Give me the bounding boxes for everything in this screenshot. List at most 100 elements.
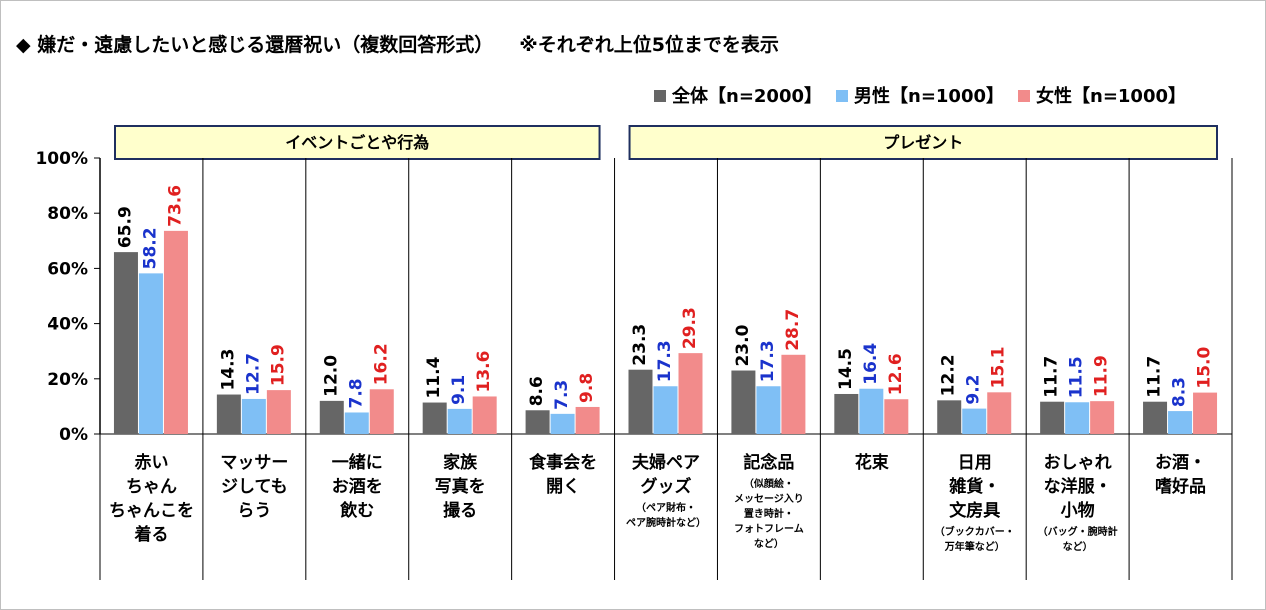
legend-item-male: 男性【n=1000】 bbox=[836, 82, 1004, 108]
data-label-1-2: 7.8 bbox=[346, 378, 366, 408]
title-note: ※それぞれ上位5位までを表示 bbox=[519, 34, 779, 56]
group-header-label-1: プレゼント bbox=[883, 133, 963, 152]
bar-2-4 bbox=[575, 406, 600, 434]
category-label-1-0: マッサー bbox=[220, 453, 288, 473]
data-label-0-6: 23.0 bbox=[733, 324, 753, 366]
category-sublabel-6-1: メッセージ入り bbox=[734, 493, 804, 505]
category-label-1-1: ジしても bbox=[221, 477, 288, 497]
category-label-0-2: ちゃんこを bbox=[109, 501, 194, 521]
y-tick-label-2: 40% bbox=[47, 315, 88, 335]
category-label-2-1: お酒を bbox=[332, 476, 383, 497]
bar-2-9 bbox=[1090, 401, 1115, 434]
category-label-3-2: 撮る bbox=[443, 500, 477, 521]
category-label-10-0: お酒・ bbox=[1155, 452, 1206, 473]
legend: 全体【n=2000】 男性【n=1000】 女性【n=1000】 bbox=[654, 82, 1200, 108]
bar-1-10 bbox=[1168, 411, 1193, 434]
data-label-2-0: 73.6 bbox=[165, 185, 185, 227]
bar-1-9 bbox=[1065, 402, 1090, 434]
data-label-1-4: 7.3 bbox=[552, 380, 572, 410]
category-label-8-0: 日用 bbox=[958, 453, 992, 473]
bar-2-1 bbox=[266, 390, 291, 434]
category-sublabel-9-0: （バッグ・腕時計 bbox=[1038, 525, 1118, 538]
bar-0-7 bbox=[834, 393, 859, 434]
legend-label-female: 女性【n=1000】 bbox=[1036, 86, 1186, 107]
category-sublabel-5-0: （ペア財布・ bbox=[636, 501, 696, 514]
data-label-2-5: 29.3 bbox=[680, 307, 700, 349]
data-label-0-0: 65.9 bbox=[115, 206, 135, 248]
data-label-2-10: 15.0 bbox=[1195, 346, 1215, 388]
data-label-2-3: 13.6 bbox=[474, 351, 494, 393]
category-label-3-1: 写真を bbox=[435, 476, 486, 497]
data-label-2-1: 15.9 bbox=[268, 344, 288, 386]
bar-0-0 bbox=[113, 252, 138, 434]
bar-1-2 bbox=[344, 412, 369, 434]
bar-0-5 bbox=[628, 369, 653, 434]
y-tick-label-5: 100% bbox=[35, 149, 88, 169]
category-label-5-0: 夫婦ペア bbox=[632, 452, 700, 473]
bar-1-8 bbox=[962, 408, 987, 434]
bar-1-1 bbox=[241, 398, 266, 434]
data-label-1-7: 16.4 bbox=[861, 343, 881, 385]
category-sublabel-6-0: （似顔絵・ bbox=[744, 477, 794, 490]
category-label-7-0: 花束 bbox=[855, 452, 889, 473]
category-sublabel-6-4: など） bbox=[754, 537, 784, 550]
bar-0-4 bbox=[525, 410, 550, 434]
bar-2-8 bbox=[987, 392, 1012, 434]
data-label-1-3: 9.1 bbox=[449, 375, 469, 405]
category-label-2-0: 一緒に bbox=[332, 452, 383, 473]
group-header-label-0: イベントごとや行為 bbox=[285, 133, 429, 152]
group-header-box-0 bbox=[114, 125, 601, 160]
y-tick-label-3: 60% bbox=[47, 259, 88, 279]
category-label-9-0: おしゃれ bbox=[1044, 453, 1112, 473]
legend-item-all: 全体【n=2000】 bbox=[654, 82, 822, 108]
category-label-3-0: 家族 bbox=[443, 452, 478, 473]
data-label-0-8: 12.2 bbox=[939, 354, 959, 396]
data-label-2-4: 9.8 bbox=[577, 373, 597, 403]
category-sublabel-6-3: フォトフレーム bbox=[734, 523, 804, 535]
bar-1-4 bbox=[550, 413, 575, 434]
data-label-1-1: 12.7 bbox=[243, 353, 263, 395]
category-label-6-0: 記念品 bbox=[743, 452, 794, 473]
bar-0-10 bbox=[1143, 401, 1168, 434]
category-sublabel-9-1: など） bbox=[1063, 540, 1093, 553]
category-label-10-1: 嗜好品 bbox=[1155, 476, 1206, 497]
data-label-0-2: 12.0 bbox=[321, 355, 341, 397]
bar-1-5 bbox=[653, 386, 678, 434]
category-label-9-2: 小物 bbox=[1061, 500, 1095, 521]
data-label-0-7: 14.5 bbox=[836, 348, 856, 390]
chart-title: ◆ 嫌だ・遠慮したいと感じる還暦祝い（複数回答形式） ※それぞれ上位5位までを表示 bbox=[16, 30, 779, 57]
data-label-0-4: 8.6 bbox=[527, 376, 547, 406]
data-label-2-7: 12.6 bbox=[886, 353, 906, 395]
title-text: ◆ 嫌だ・遠慮したいと感じる還暦祝い（複数回答形式） bbox=[16, 34, 494, 56]
bar-0-8 bbox=[937, 400, 962, 434]
data-label-2-2: 16.2 bbox=[371, 343, 391, 385]
legend-item-female: 女性【n=1000】 bbox=[1018, 82, 1186, 108]
category-label-1-2: らう bbox=[237, 501, 271, 521]
bar-2-0 bbox=[163, 230, 188, 434]
data-label-0-9: 11.7 bbox=[1042, 356, 1062, 398]
category-label-8-2: 文房具 bbox=[949, 500, 1000, 521]
y-tick-label-0: 0% bbox=[59, 425, 88, 445]
bar-2-6 bbox=[781, 354, 806, 434]
category-label-5-1: グッズ bbox=[641, 476, 692, 497]
data-label-1-8: 9.2 bbox=[964, 374, 984, 404]
category-label-8-1: 雑貨・ bbox=[948, 476, 1000, 497]
y-tick-label-1: 20% bbox=[47, 370, 88, 390]
bar-0-6 bbox=[731, 370, 756, 434]
bar-1-3 bbox=[447, 408, 472, 434]
legend-label-all: 全体【n=2000】 bbox=[672, 86, 822, 107]
category-label-2-2: 飲む bbox=[339, 500, 374, 521]
category-label-0-3: 着る bbox=[133, 524, 168, 545]
bar-2-3 bbox=[472, 396, 497, 434]
category-label-4-1: 開く bbox=[546, 477, 580, 497]
bar-0-3 bbox=[422, 402, 447, 434]
bar-1-6 bbox=[756, 386, 781, 434]
category-label-0-0: 赤い bbox=[134, 452, 168, 473]
legend-swatch-all bbox=[654, 90, 666, 102]
y-tick-label-4: 80% bbox=[47, 204, 88, 224]
category-sublabel-6-2: 置き時計・ bbox=[744, 507, 794, 520]
bar-2-10 bbox=[1193, 392, 1218, 434]
bar-1-0 bbox=[138, 273, 163, 434]
category-label-0-1: ちゃん bbox=[126, 477, 177, 497]
data-label-1-9: 11.5 bbox=[1067, 356, 1087, 398]
